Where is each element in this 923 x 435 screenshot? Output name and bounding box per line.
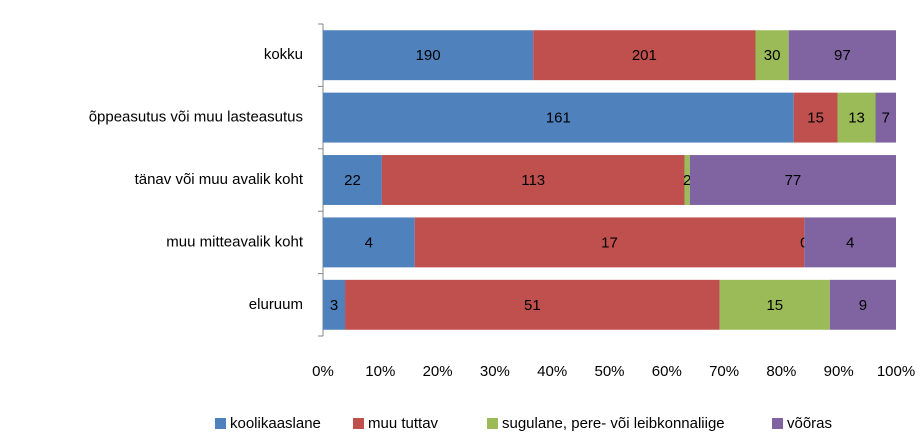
y-tick-label: eluruum <box>249 296 303 313</box>
x-tick-label: 0% <box>312 363 334 380</box>
bar-segment <box>414 217 805 268</box>
data-label: 13 <box>848 110 865 127</box>
data-label: 15 <box>807 110 824 127</box>
x-tick-label: 90% <box>824 363 854 380</box>
data-label: 201 <box>632 47 657 64</box>
data-label: 2 <box>683 172 691 189</box>
bar-segment <box>875 92 896 143</box>
y-tick-label: tänav või muu avalik koht <box>135 171 304 188</box>
data-label: 51 <box>524 297 541 314</box>
bar-segment <box>719 279 830 330</box>
data-label: 7 <box>882 110 890 127</box>
bar-segment <box>804 217 896 268</box>
legend-label: koolikaaslane <box>230 415 321 432</box>
bar-segment <box>793 92 838 143</box>
bar-segment <box>345 279 720 330</box>
bar-segment <box>381 155 685 205</box>
data-label: 15 <box>766 297 783 314</box>
x-tick-label: 70% <box>709 363 739 380</box>
data-label: 77 <box>785 172 802 189</box>
x-tick-label: 10% <box>365 363 395 380</box>
data-label: 4 <box>365 234 373 251</box>
data-label: 30 <box>764 47 781 64</box>
data-label: 17 <box>601 234 618 251</box>
x-tick-label: 40% <box>537 363 567 380</box>
data-label: 97 <box>834 47 851 64</box>
bar-segment <box>533 30 756 81</box>
legend-label: võõras <box>787 415 832 432</box>
data-label: 22 <box>344 172 361 189</box>
bar-segment <box>829 279 896 330</box>
bar-segment <box>323 92 794 143</box>
legend-swatch <box>353 418 364 429</box>
bar-segment <box>689 155 896 205</box>
data-label: 161 <box>546 110 571 127</box>
bar-segment <box>323 217 415 268</box>
bar-segment <box>755 30 789 81</box>
bar-segment <box>323 155 382 205</box>
x-tick-label: 80% <box>766 363 796 380</box>
legend-swatch <box>772 418 783 429</box>
x-tick-label: 100% <box>877 363 915 380</box>
y-tick-label: kokku <box>264 46 303 63</box>
data-label: 190 <box>416 47 441 64</box>
bar-segment <box>684 155 690 205</box>
x-tick-label: 20% <box>423 363 453 380</box>
x-tick-label: 60% <box>652 363 682 380</box>
legend-swatch <box>215 418 226 429</box>
data-label: 4 <box>846 234 854 251</box>
x-tick-label: 30% <box>480 363 510 380</box>
legend-swatch <box>487 418 498 429</box>
y-tick-label: muu mitteavalik koht <box>166 233 304 250</box>
bar-segment <box>837 92 876 143</box>
bar-segment <box>323 30 534 81</box>
data-label: 9 <box>859 297 867 314</box>
data-label: 113 <box>521 172 545 189</box>
x-tick-label: 50% <box>594 363 624 380</box>
y-tick-label: õppeasutus või muu lasteasutus <box>89 109 303 126</box>
legend-label: sugulane, pere- või leibkonnaliige <box>502 415 725 432</box>
bar-segment <box>788 30 896 81</box>
legend-label: muu tuttav <box>368 415 439 432</box>
data-label: 3 <box>330 297 338 314</box>
bar-segment <box>323 279 346 330</box>
